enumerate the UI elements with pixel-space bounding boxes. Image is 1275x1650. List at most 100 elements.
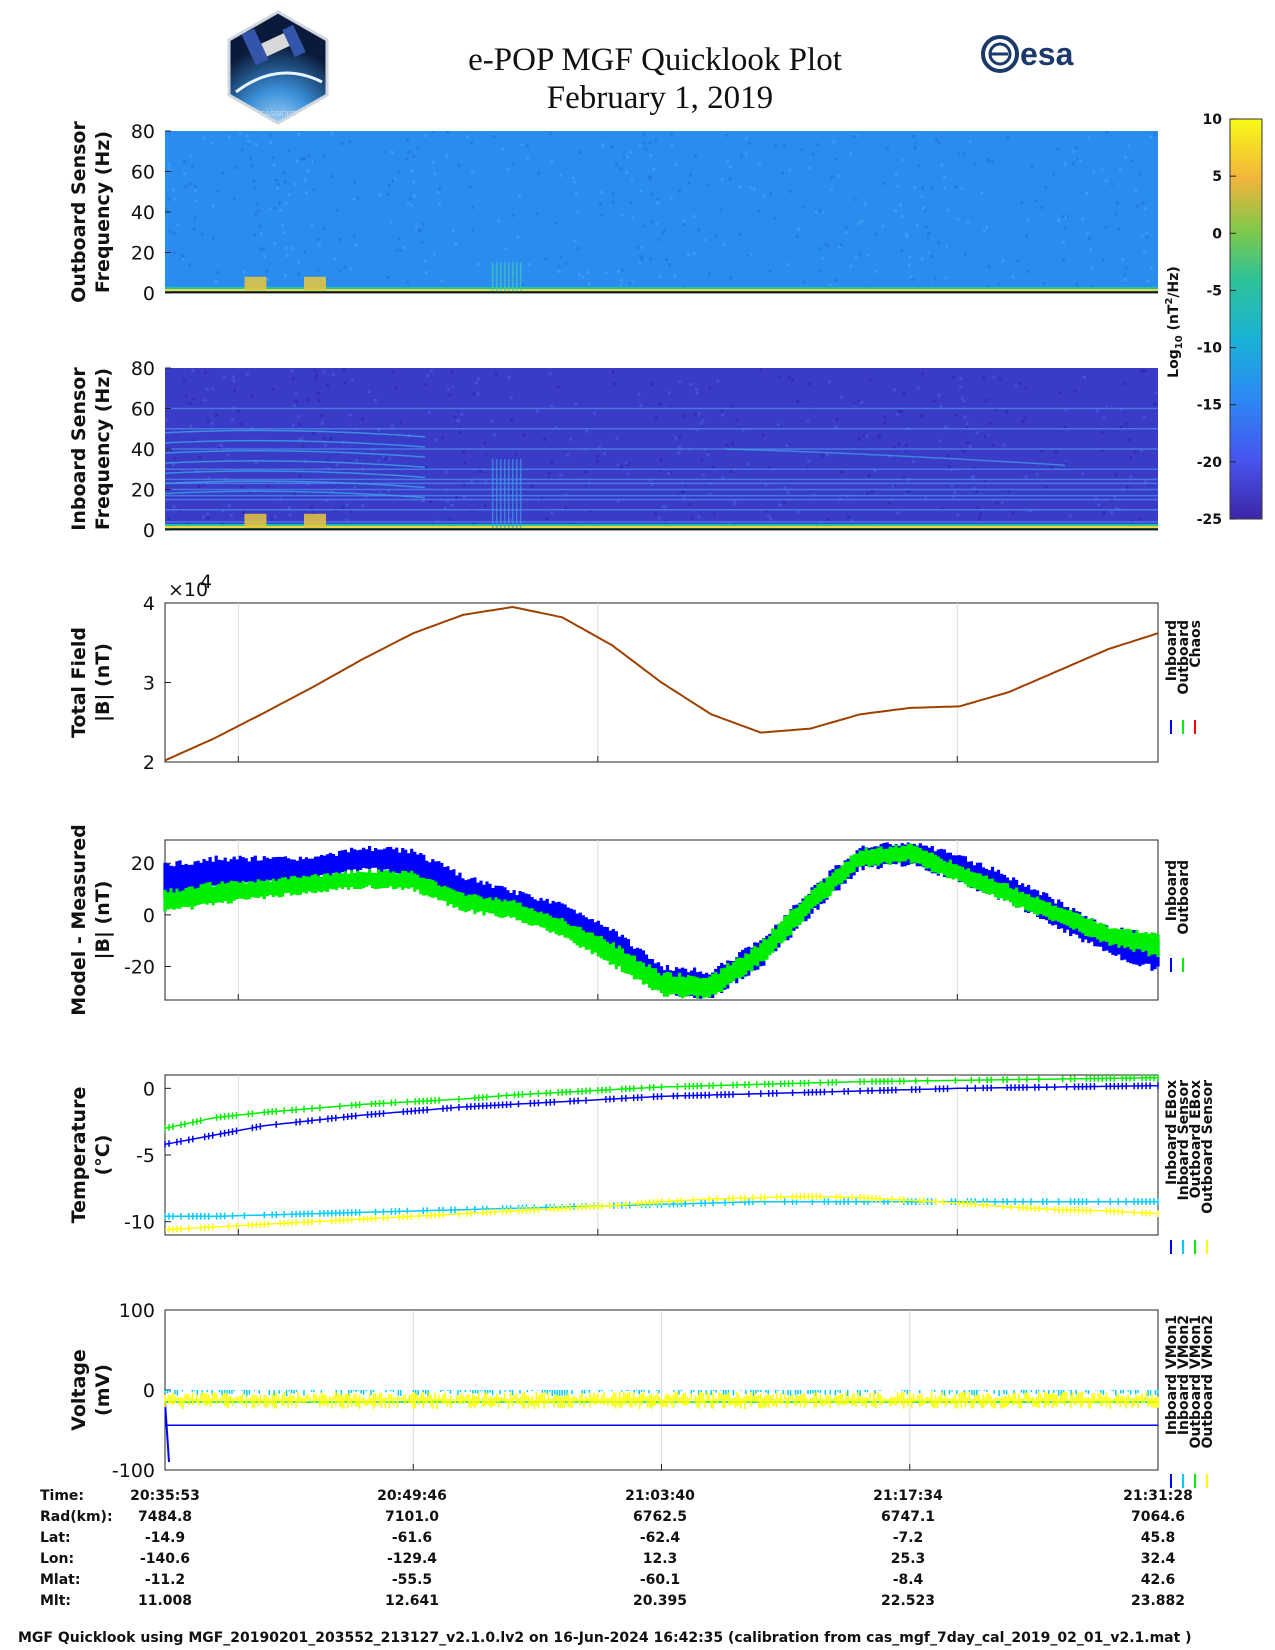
spectrogram-speckle: [576, 246, 580, 250]
spectrogram-speckle: [870, 489, 874, 493]
spectrogram-speckle: [506, 167, 510, 171]
voltage-legend-label: Inboard VMon1: [1164, 1315, 1180, 1435]
ephemeris-cell: 42.6: [1141, 1572, 1176, 1588]
spectrogram-speckle: [1081, 217, 1085, 221]
colorbar-tick-label: 5: [1212, 169, 1222, 185]
spectrogram-speckle: [991, 443, 995, 447]
spectrogram-speckle: [783, 485, 787, 489]
spectrogram-speckle: [930, 186, 934, 190]
spectrogram-speckle: [857, 222, 861, 226]
spectrogram-speckle: [819, 209, 823, 213]
model_minus_measured-ylabel: Model - Measured |B| (nT): [68, 824, 114, 1015]
spectrogram-speckle: [616, 269, 620, 273]
spectrogram-speckle: [1064, 408, 1068, 412]
spectrogram-speckle: [326, 383, 330, 387]
spectrogram-speckle: [437, 202, 441, 206]
spectrogram-speckle: [201, 515, 205, 519]
spectrogram-speckle: [654, 139, 658, 143]
spectrogram-speckle: [1000, 501, 1004, 505]
spectrogram-speckle: [1129, 159, 1133, 163]
spectrogram-speckle: [840, 395, 844, 399]
spectrogram-speckle: [1097, 503, 1101, 507]
spectrogram-speckle: [1044, 185, 1048, 189]
spectrogram-speckle: [1142, 249, 1146, 253]
spectrogram-speckle: [433, 438, 437, 442]
total_field-legend-label: Chaos: [1188, 620, 1204, 668]
spectrogram-speckle: [1101, 258, 1105, 262]
spectrogram-speckle: [356, 196, 360, 200]
spectrogram-speckle: [382, 455, 386, 459]
spectrogram-speckle: [492, 135, 496, 139]
spectrogram-speckle: [262, 247, 266, 251]
spectrogram-speckle: [954, 413, 958, 417]
spectrogram-speckle: [985, 398, 989, 402]
spectrogram-speckle: [330, 489, 334, 493]
spectrogram-speckle: [706, 183, 710, 187]
spectrogram-speckle: [656, 197, 660, 201]
spectrogram-speckle: [630, 177, 634, 181]
spectrogram-speckle: [1011, 275, 1015, 279]
spectrogram-speckle: [472, 521, 476, 525]
spectrogram-speckle: [1090, 285, 1094, 289]
spectrogram-speckle: [603, 452, 607, 456]
spectrogram-speckle: [835, 157, 839, 161]
spectrogram-speckle: [616, 499, 620, 503]
plot-date: February 1, 2019: [547, 80, 773, 116]
spectrogram-speckle: [540, 496, 544, 500]
spectrogram-speckle: [432, 252, 436, 256]
spectrogram-speckle: [232, 197, 236, 201]
ephemeris-row-label: Time:: [40, 1488, 84, 1504]
spectrogram-speckle: [573, 402, 577, 406]
spectrogram-speckle: [739, 185, 743, 189]
spectrogram-speckle: [1007, 489, 1011, 493]
cassiope-logo-text: CASSIOPE: [260, 111, 296, 118]
spectrogram-speckle: [720, 177, 724, 181]
spectrogram-speckle: [1025, 270, 1029, 274]
spectrogram-speckle: [897, 410, 901, 414]
spectrogram-speckle: [937, 241, 941, 245]
spectrogram-speckle: [899, 203, 903, 207]
ephemeris-row-label: Rad(km):: [40, 1509, 113, 1525]
spectrogram-speckle: [832, 140, 836, 144]
spectrogram-speckle: [747, 253, 751, 257]
spectrogram-speckle: [650, 192, 654, 196]
spectrogram-speckle: [279, 208, 283, 212]
spectrogram-speckle: [620, 278, 624, 282]
spectrogram-speckle: [853, 403, 857, 407]
spectrogram-speckle: [628, 281, 632, 285]
spectrogram-speckle: [738, 233, 742, 237]
spectrogram-speckle: [962, 399, 966, 403]
spectrogram-speckle: [678, 379, 682, 383]
spectrogram-speckle: [510, 419, 514, 423]
spectrogram-speckle: [902, 392, 906, 396]
spectrogram-speckle: [797, 227, 801, 231]
spectrogram-speckle: [476, 377, 480, 381]
temperature-ylabel: Temperature (°C): [68, 1087, 114, 1224]
spectrogram-speckle: [600, 190, 604, 194]
spectrogram-speckle: [312, 188, 316, 192]
spectrogram-speckle: [303, 178, 307, 182]
spectrogram-speckle: [282, 231, 286, 235]
spectrogram-speckle: [650, 483, 654, 487]
spectrogram-speckle: [1095, 409, 1099, 413]
spectrogram-speckle: [620, 213, 624, 217]
spectrogram-speckle: [297, 260, 301, 264]
spectrogram-speckle: [340, 142, 344, 146]
spectrogram-speckle: [430, 369, 434, 373]
spectrogram-speckle: [554, 221, 558, 225]
spectrogram-speckle: [571, 176, 575, 180]
spectrogram-speckle: [389, 220, 393, 224]
spectrogram-speckle: [1078, 159, 1082, 163]
spectrogram-speckle: [687, 181, 691, 185]
spectrogram-speckle: [631, 216, 635, 220]
outboard_spectrogram-ytick-label: 0: [143, 283, 155, 305]
spectrogram-speckle: [520, 143, 524, 147]
spectrogram-speckle: [276, 183, 280, 187]
spectrogram-speckle: [546, 476, 550, 480]
spectrogram-speckle: [881, 224, 885, 228]
spectrogram-speckle: [453, 415, 457, 419]
spectrogram-speckle: [483, 503, 487, 507]
spectrogram-speckle: [1118, 168, 1122, 172]
spectrogram-speckle: [426, 373, 430, 377]
spectrogram-speckle: [1074, 146, 1078, 150]
